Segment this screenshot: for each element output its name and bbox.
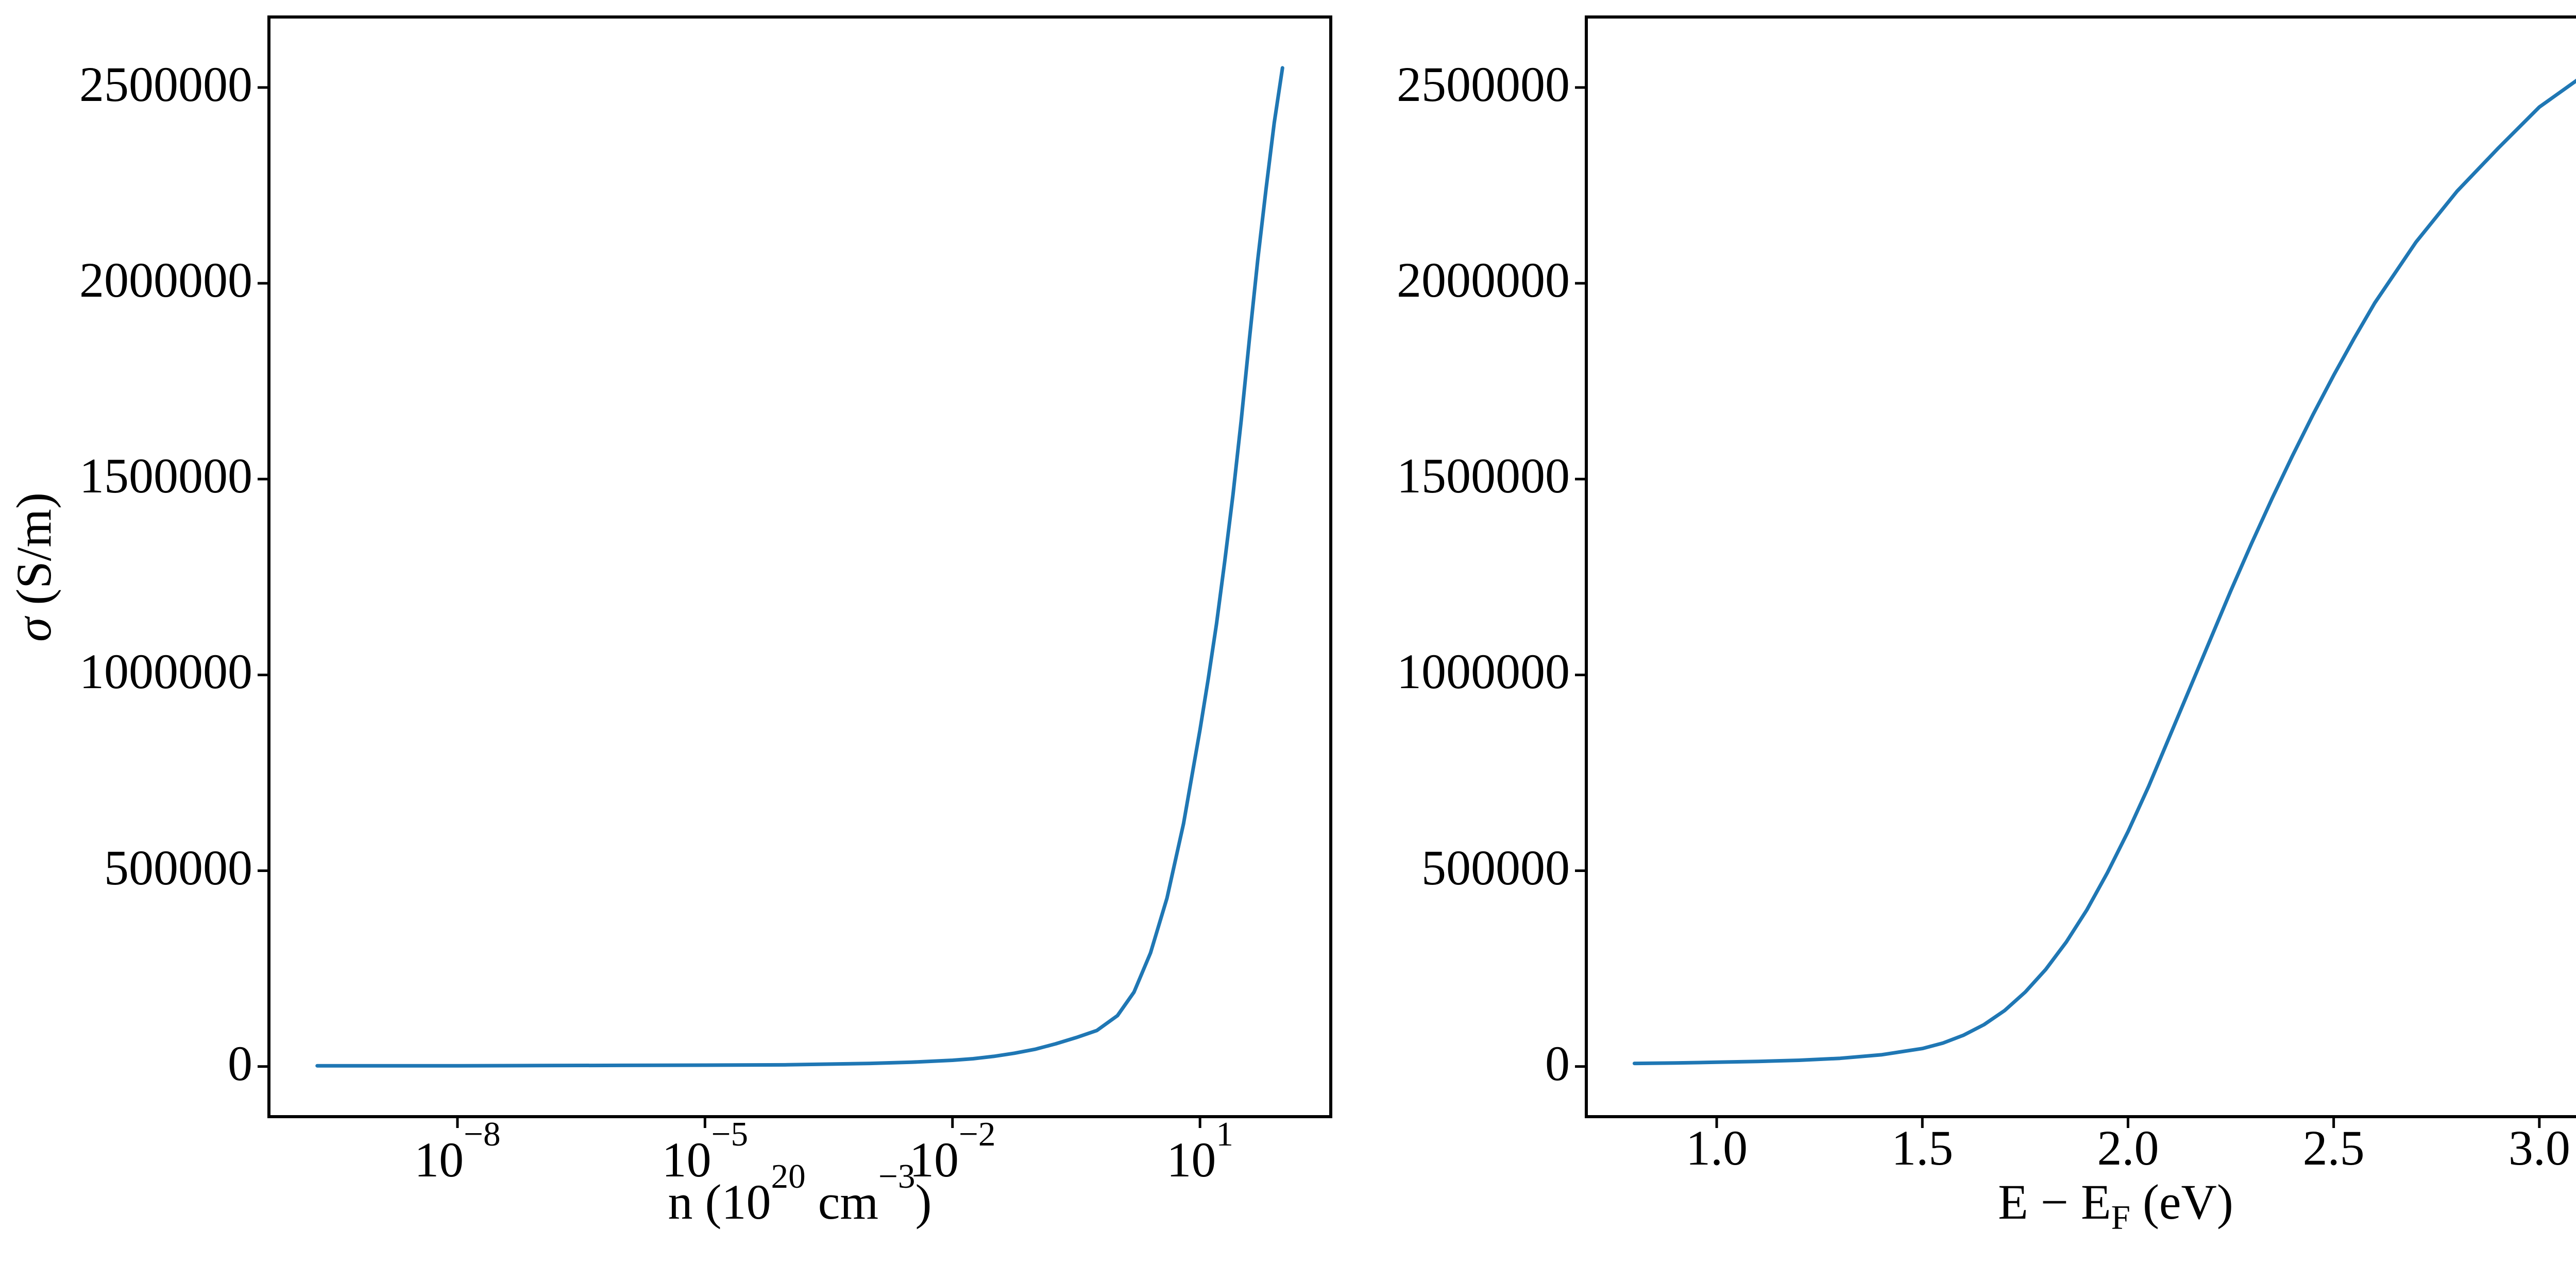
y-tick-label: 1500000 <box>79 448 252 504</box>
y-tick-label: 1000000 <box>1397 644 1570 699</box>
y-tick-label: 2500000 <box>1397 56 1570 112</box>
y-tick-label: 1000000 <box>79 644 252 699</box>
x-tick-label: 10−8 <box>414 1114 501 1187</box>
data-line-sigma <box>1632 78 2576 1066</box>
x-tick-label: 10−5 <box>662 1114 749 1187</box>
y-tick-label: 1500000 <box>1397 448 1570 504</box>
y-tick-label: 0 <box>228 1035 252 1091</box>
axes-frame <box>267 15 1332 1118</box>
x-axis-label: E − EF (eV) <box>1998 1174 2233 1237</box>
x-tick-label: 101 <box>1166 1114 1233 1187</box>
y-tick-label: 500000 <box>1421 840 1570 895</box>
subplot-conductivity-vs-energy <box>1575 15 2576 1128</box>
x-tick-label: 3.0 <box>2508 1120 2570 1175</box>
subplot-conductivity-vs-carrier-density <box>258 15 1332 1128</box>
x-tick-label: 1.0 <box>1686 1120 1748 1175</box>
y-tick-label: 0 <box>1545 1035 1570 1091</box>
data-line-sigma <box>315 66 1284 1068</box>
y-tick-label: 2500000 <box>79 56 252 112</box>
x-tick-label: 2.0 <box>2097 1120 2159 1175</box>
y-tick-label: 2000000 <box>1397 252 1570 308</box>
y-tick-label: 2000000 <box>79 252 252 308</box>
x-axis-label: n (1020 cm−3) <box>668 1156 932 1229</box>
y-tick-label: 500000 <box>104 840 252 895</box>
axes-frame <box>1585 15 2576 1118</box>
y-axis-label: σ (S/m) <box>6 492 61 642</box>
x-tick-label: 2.5 <box>2302 1120 2365 1175</box>
x-tick-label: 1.5 <box>1891 1120 1954 1175</box>
x-tick-label: 10−2 <box>909 1114 996 1187</box>
